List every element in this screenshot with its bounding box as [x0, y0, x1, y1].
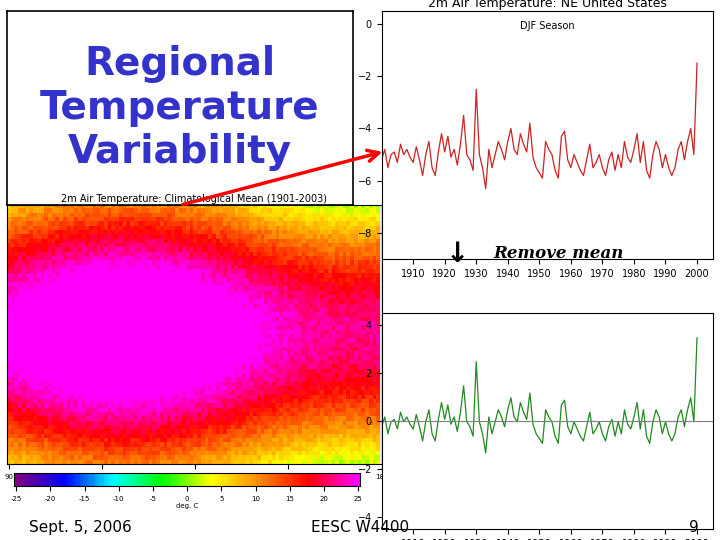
Text: DJF Season: DJF Season: [520, 21, 575, 31]
Title: 2m Air Temperature: Climatological Mean (1901-2003): 2m Air Temperature: Climatological Mean …: [61, 194, 328, 205]
Text: EESC W4400: EESC W4400: [311, 519, 409, 535]
Title: 2m Air Temperature: NE United States: 2m Air Temperature: NE United States: [428, 0, 667, 10]
Text: 9: 9: [688, 519, 698, 535]
Text: Regional
Temperature
Variability: Regional Temperature Variability: [40, 45, 320, 171]
Text: Sept. 5, 2006: Sept. 5, 2006: [29, 519, 132, 535]
X-axis label: deg. C: deg. C: [176, 503, 198, 509]
Text: Remove mean: Remove mean: [493, 245, 624, 262]
Text: ↓: ↓: [446, 240, 469, 268]
